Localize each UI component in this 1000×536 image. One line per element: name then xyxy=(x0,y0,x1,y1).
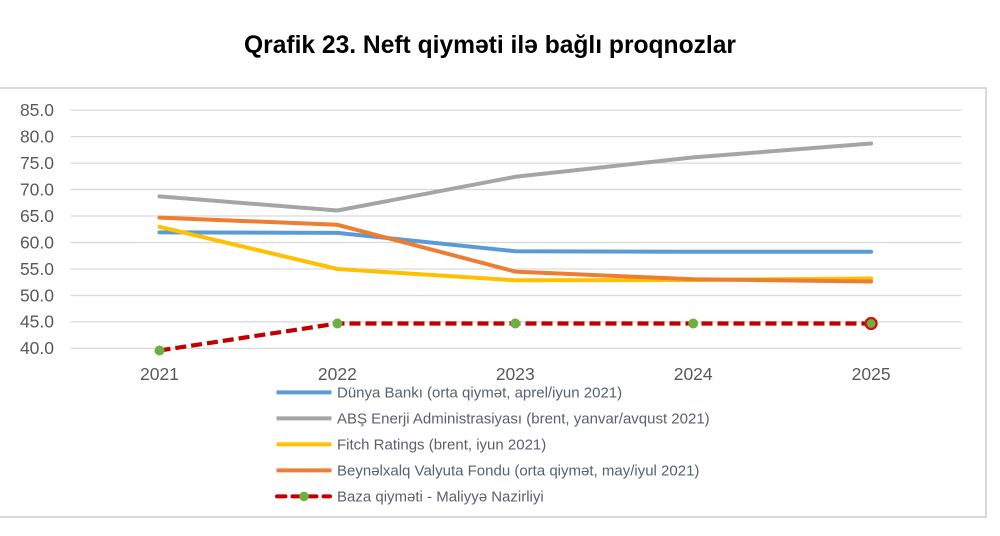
svg-text:2025: 2025 xyxy=(852,364,891,384)
svg-text:40.0: 40.0 xyxy=(20,338,54,358)
svg-text:55.0: 55.0 xyxy=(20,259,54,279)
svg-text:Baza qiyməti - Maliyyə Nazirli: Baza qiyməti - Maliyyə Nazirliyi xyxy=(337,488,544,505)
svg-text:ABŞ Enerji Administrasiyası (b: ABŞ Enerji Administrasiyası (brent, yanv… xyxy=(337,410,710,427)
svg-text:70.0: 70.0 xyxy=(20,179,54,199)
svg-text:60.0: 60.0 xyxy=(20,232,54,252)
svg-text:2021: 2021 xyxy=(140,364,179,384)
svg-text:85.0: 85.0 xyxy=(20,100,54,120)
svg-text:2022: 2022 xyxy=(318,364,357,384)
svg-text:80.0: 80.0 xyxy=(20,126,54,146)
svg-text:Dünya Bankı (orta qiymət, apre: Dünya Bankı (orta qiymət, aprel/iyun 202… xyxy=(337,384,622,401)
svg-text:45.0: 45.0 xyxy=(20,312,54,332)
svg-text:2023: 2023 xyxy=(496,364,535,384)
svg-text:65.0: 65.0 xyxy=(20,206,54,226)
svg-text:Fitch Ratings (brent, iyun 202: Fitch Ratings (brent, iyun 2021) xyxy=(337,436,546,453)
svg-text:Qrafik 23. Neft qiyməti ilə ba: Qrafik 23. Neft qiyməti ilə bağlı proqno… xyxy=(244,32,736,59)
svg-text:Beynəlxalq Valyuta Fondu (orta: Beynəlxalq Valyuta Fondu (orta qiymət, m… xyxy=(337,462,699,479)
svg-text:2024: 2024 xyxy=(674,364,713,384)
svg-text:50.0: 50.0 xyxy=(20,285,54,305)
svg-text:75.0: 75.0 xyxy=(20,153,54,173)
